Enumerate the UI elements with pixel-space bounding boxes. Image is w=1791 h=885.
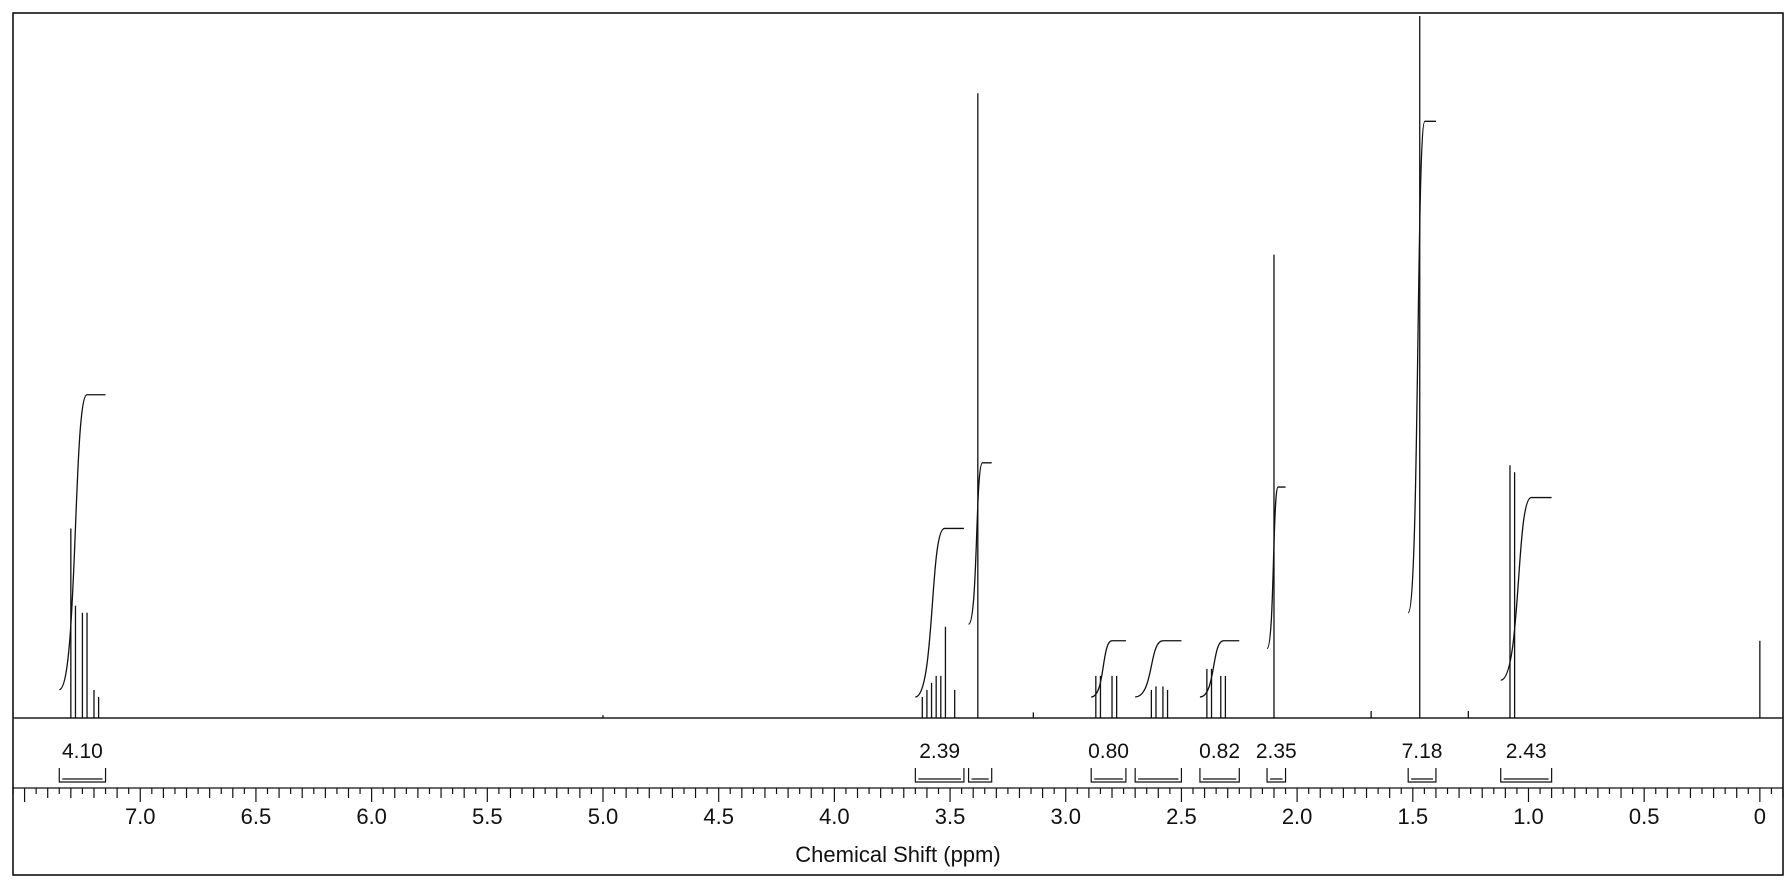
integral-curve bbox=[1199, 640, 1240, 698]
x-axis-label: Chemical Shift (ppm) bbox=[795, 842, 1000, 867]
integral-value-label: 0.80 bbox=[1088, 740, 1129, 763]
integral-bracket bbox=[1199, 768, 1240, 783]
integral-curve bbox=[1500, 496, 1552, 681]
integral-bracket bbox=[1134, 768, 1183, 783]
integral-bracket bbox=[967, 768, 993, 783]
integral-curve bbox=[915, 527, 964, 698]
integral-bracket bbox=[58, 768, 107, 783]
x-tick-label: 1.0 bbox=[1513, 804, 1544, 829]
x-tick-label: 4.5 bbox=[703, 804, 734, 829]
x-tick-label: 6.5 bbox=[241, 804, 272, 829]
integral-value-label: 2.43 bbox=[1506, 740, 1547, 763]
x-tick-label: 3.0 bbox=[1050, 804, 1081, 829]
x-tick-label: 0 bbox=[1754, 804, 1766, 829]
x-tick-label: 7.0 bbox=[125, 804, 156, 829]
x-tick-label: 5.0 bbox=[588, 804, 619, 829]
x-tick-label: 0.5 bbox=[1629, 804, 1660, 829]
x-tick-label: 1.5 bbox=[1398, 804, 1429, 829]
x-tick-label: 2.0 bbox=[1282, 804, 1313, 829]
x-tick-label: 6.0 bbox=[356, 804, 387, 829]
integral-value-label: 2.39 bbox=[919, 740, 960, 763]
integral-layer: 4.10 2.39 0.80 0.82 2.35 7.18 2.43 bbox=[58, 120, 1553, 783]
integral-bracket bbox=[1407, 768, 1437, 783]
x-tick-label: 4.0 bbox=[819, 804, 850, 829]
integral-value-label: 0.82 bbox=[1199, 740, 1240, 763]
integral-bracket bbox=[914, 768, 965, 783]
integral-curve bbox=[1135, 640, 1182, 698]
x-axis: 7.0 6.5 6.0 5.5 5.0 4.5 4.0 3.5 3.0 2.5 2.0 1.5 1.0 0… bbox=[12, 788, 1784, 829]
x-tick-label: 5.5 bbox=[472, 804, 503, 829]
x-tick-label: 3.5 bbox=[935, 804, 966, 829]
integral-value-label: 4.10 bbox=[62, 740, 103, 763]
spectrum-trace-layer bbox=[15, 16, 1781, 719]
integral-bracket bbox=[1500, 768, 1553, 783]
integral-bracket bbox=[1090, 768, 1127, 783]
integral-curve bbox=[1407, 120, 1436, 614]
integral-curve bbox=[967, 462, 992, 625]
plot-frame bbox=[12, 12, 1784, 876]
integral-value-label: 2.35 bbox=[1256, 740, 1297, 763]
integral-curve bbox=[1266, 486, 1286, 650]
x-tick-label: 2.5 bbox=[1166, 804, 1197, 829]
integral-curve bbox=[58, 394, 106, 691]
integral-bracket bbox=[1266, 768, 1287, 783]
integral-value-label: 7.18 bbox=[1402, 740, 1443, 763]
